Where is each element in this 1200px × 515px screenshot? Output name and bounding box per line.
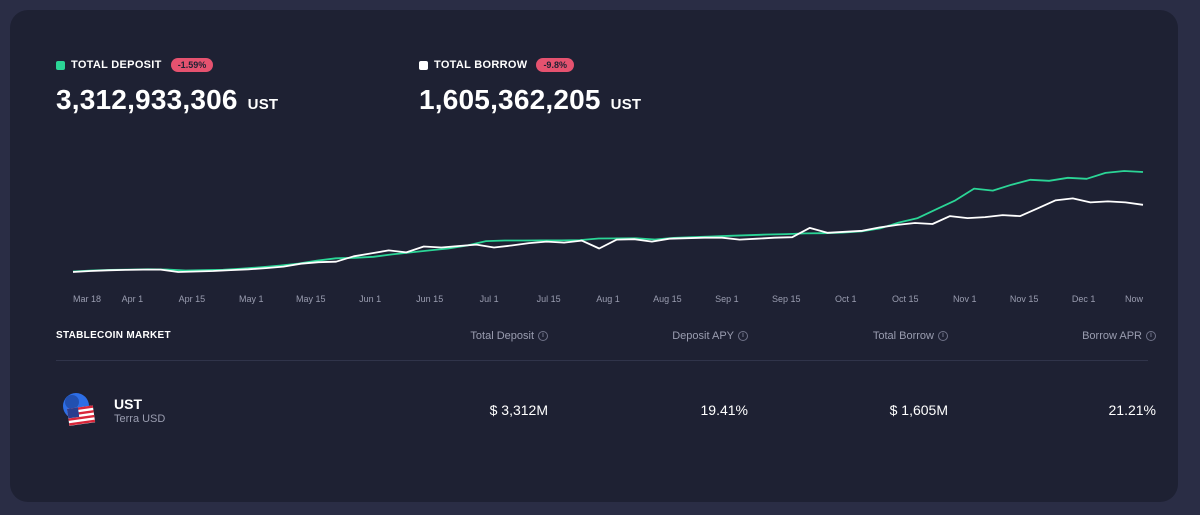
deposit-borrow-chart[interactable]: Mar 18 Apr 1 Apr 15 May 1 May 15 Jun 1 Jun 15 J… bbox=[55, 150, 1155, 305]
token-symbol: UST bbox=[114, 396, 142, 412]
deposit-unit: UST bbox=[247, 96, 279, 113]
col-deposit-apy[interactable]: Deposit APY i bbox=[672, 330, 748, 342]
row-total-borrow: $ 1,605M bbox=[889, 402, 948, 418]
x-tick-label: Apr 1 bbox=[122, 294, 144, 304]
total-deposit-value: 3,312,933,306 bbox=[56, 84, 238, 115]
x-tick-label: Aug 1 bbox=[596, 294, 620, 304]
ust-token-icon bbox=[63, 393, 96, 426]
x-tick-label: Jul 1 bbox=[480, 294, 499, 304]
borrow-line bbox=[72, 197, 1144, 273]
total-borrow-label: TOTAL BORROW bbox=[434, 59, 528, 71]
dashboard-panel: TOTAL DEPOSIT -1.59% 3,312,933,306 UST T… bbox=[10, 10, 1178, 502]
borrow-legend-dot bbox=[419, 60, 428, 70]
col-total-borrow[interactable]: Total Borrow i bbox=[873, 330, 948, 342]
col-total-deposit[interactable]: Total Deposit i bbox=[470, 330, 548, 342]
x-tick-label: Jun 1 bbox=[359, 294, 381, 304]
x-tick-label: Sep 15 bbox=[772, 294, 801, 304]
row-deposit-apy: 19.41% bbox=[700, 402, 748, 418]
total-deposit-label: TOTAL DEPOSIT bbox=[71, 59, 162, 71]
deposit-legend-dot bbox=[56, 60, 65, 70]
x-tick-label: Now bbox=[1125, 294, 1144, 304]
col-deposit-apy-label: Deposit APY bbox=[672, 330, 734, 342]
x-tick-label: Apr 15 bbox=[179, 294, 206, 304]
info-icon[interactable]: i bbox=[538, 331, 548, 341]
x-tick-label: Oct 1 bbox=[835, 294, 857, 304]
token-name: Terra USD bbox=[114, 413, 166, 425]
col-total-deposit-label: Total Deposit bbox=[470, 330, 534, 342]
info-icon[interactable]: i bbox=[938, 331, 948, 341]
total-borrow-value: 1,605,362,205 bbox=[419, 84, 601, 115]
x-tick-label: Dec 1 bbox=[1072, 294, 1096, 304]
x-tick-label: Mar 18 bbox=[73, 294, 101, 304]
x-tick-label: Nov 1 bbox=[953, 294, 977, 304]
row-borrow-apr: 21.21% bbox=[1108, 402, 1156, 418]
total-deposit-stat: TOTAL DEPOSIT -1.59% 3,312,933,306 UST bbox=[56, 56, 278, 116]
x-tick-label: Aug 15 bbox=[653, 294, 682, 304]
deposit-line bbox=[72, 170, 1144, 273]
x-tick-label: Nov 15 bbox=[1010, 294, 1039, 304]
stablecoin-market-title: STABLECOIN MARKET bbox=[56, 330, 171, 341]
x-tick-label: Oct 15 bbox=[892, 294, 919, 304]
total-borrow-stat: TOTAL BORROW -9.8% 1,605,362,205 UST bbox=[419, 56, 641, 116]
row-total-deposit: $ 3,312M bbox=[489, 402, 548, 418]
deposit-change-badge: -1.59% bbox=[170, 58, 214, 72]
x-tick-label: May 15 bbox=[296, 294, 326, 304]
borrow-change-badge: -9.8% bbox=[536, 58, 574, 72]
borrow-unit: UST bbox=[610, 96, 642, 113]
info-icon[interactable]: i bbox=[1146, 331, 1156, 341]
col-borrow-apr[interactable]: Borrow APR i bbox=[1082, 330, 1156, 342]
x-tick-label: Jun 15 bbox=[416, 294, 443, 304]
x-tick-label: Jul 15 bbox=[537, 294, 561, 304]
col-total-borrow-label: Total Borrow bbox=[872, 330, 934, 342]
col-borrow-apr-label: Borrow APR bbox=[1082, 330, 1142, 342]
table-divider bbox=[56, 360, 1148, 361]
x-tick-label: Sep 1 bbox=[715, 294, 739, 304]
x-tick-label: May 1 bbox=[239, 294, 264, 304]
info-icon[interactable]: i bbox=[738, 331, 748, 341]
